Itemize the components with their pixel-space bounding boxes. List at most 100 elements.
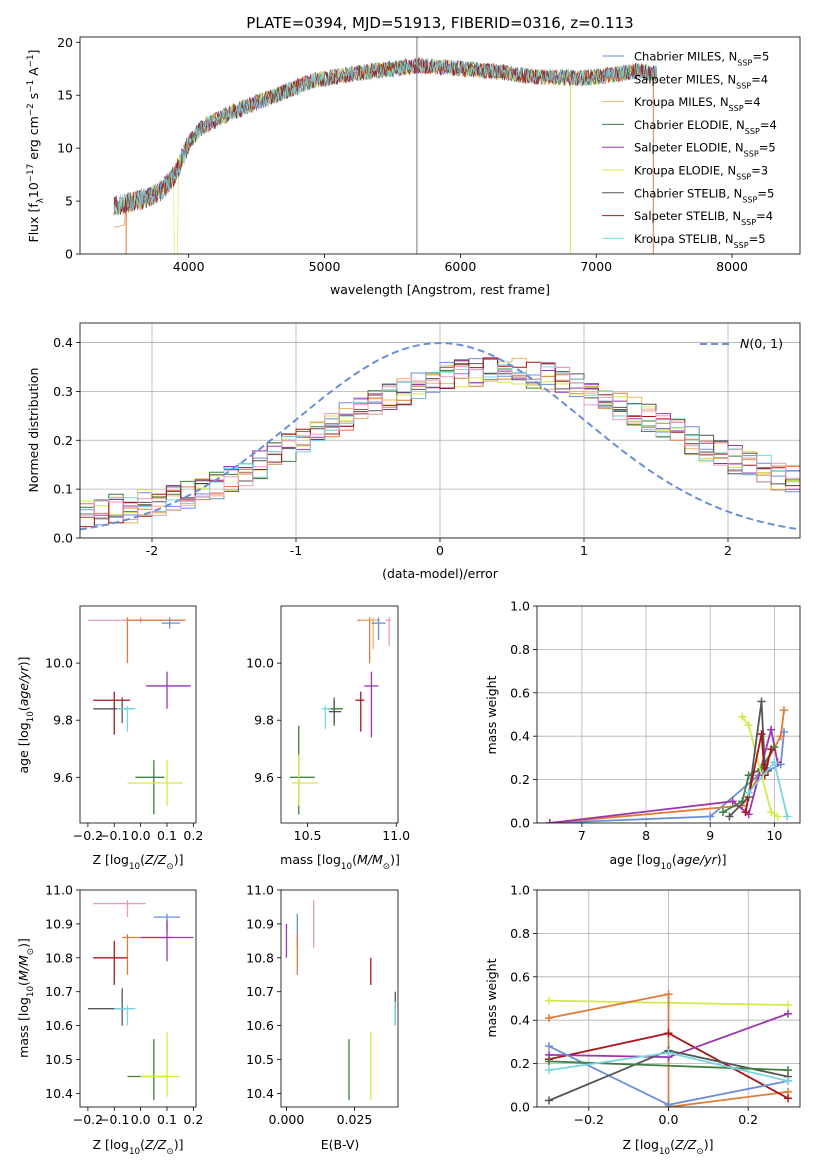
legend-label: Kroupa MILES, NSSP=4 — [634, 95, 761, 113]
y-tick-label: 1.0 — [510, 883, 530, 898]
y-axis-label: mass weight — [484, 958, 499, 1037]
x-tick-label: 7 — [578, 828, 586, 843]
plot-area — [289, 617, 391, 815]
x-tick-label: −0.1 — [99, 828, 129, 843]
x-tick-label: 11.0 — [382, 828, 410, 843]
y-tick-label: 10.0 — [246, 656, 274, 671]
x-axis-label: E(B-V) — [321, 1137, 360, 1152]
y-tick-label: 0.6 — [510, 969, 530, 984]
y-tick-label: 9.8 — [254, 713, 274, 728]
x-tick-label: 0.0 — [131, 828, 151, 843]
x-tick-label: -1 — [290, 543, 302, 558]
x-axis-label: wavelength [Angstrom, rest frame] — [330, 282, 550, 297]
x-axis-label: (data-model)/error — [382, 566, 499, 581]
y-tick-label: 10.5 — [45, 1052, 73, 1067]
x-tick-label: 10.5 — [294, 828, 322, 843]
y-tick-label: 10.6 — [45, 1018, 73, 1033]
plot-area — [537, 890, 800, 1107]
weight-line-salpeter_elodie — [549, 729, 779, 823]
y-tick-label: 9.6 — [53, 770, 73, 785]
y-tick-label: 0.2 — [510, 772, 530, 787]
y-tick-label: 10.7 — [45, 984, 73, 999]
x-axis-label: Z [log10(Z/Z⊙)] — [93, 1137, 184, 1157]
y-tick-label: 0.8 — [510, 642, 530, 657]
x-tick-label: 0 — [436, 543, 444, 558]
x-tick-label: 0.025 — [337, 1112, 373, 1127]
legend-label: N(0, 1) — [740, 336, 783, 351]
x-tick-label: 0.2 — [183, 1112, 203, 1127]
x-tick-label: 0.2 — [183, 828, 203, 843]
y-tick-label: 10.0 — [45, 656, 73, 671]
x-tick-label: 8000 — [716, 259, 748, 274]
axes-weight_vs_Z: −0.2 0.0 0.2 0.0 0.2 0.4 0.6 0.8 1.0 Z [log10(Z/Z… — [484, 883, 801, 1157]
gaussian-curve — [80, 342, 800, 531]
y-axis-label: mass weight — [484, 675, 499, 754]
legend-label: Kroupa STELIB, NSSP=5 — [634, 232, 766, 250]
y-tick-label: 0.3 — [53, 384, 73, 399]
x-tick-label: 0.1 — [157, 1112, 177, 1127]
x-tick-label: 6000 — [444, 259, 476, 274]
y-tick-label: 0.4 — [510, 729, 530, 744]
plot-area — [537, 606, 800, 823]
y-tick-label: 10.5 — [246, 1052, 274, 1067]
axes-frame — [79, 605, 197, 824]
spectrum-line-kroupa_elodie — [113, 58, 658, 254]
axes-age_vs_Z: −0.2−0.1 0.0 0.1 0.2 9.6 9.8 10.0 Z [log10(Z/Z⊙… — [16, 605, 203, 872]
axes-frame — [79, 889, 197, 1108]
histogram-step-kroupa_stelib — [80, 364, 800, 512]
y-tick-label: 11.0 — [45, 883, 73, 898]
x-tick-label: −0.2 — [73, 1112, 103, 1127]
x-tick-label: 8 — [642, 828, 650, 843]
x-tick-label: 0.1 — [157, 828, 177, 843]
y-tick-label: 0.8 — [510, 926, 530, 941]
x-tick-label: 2 — [724, 543, 732, 558]
weight-line-salpeter_stelib — [744, 733, 772, 813]
y-tick-label: 0.6 — [510, 685, 530, 700]
y-tick-label: 11.0 — [246, 883, 274, 898]
y-tick-label: 0.0 — [53, 531, 73, 546]
y-axis-label: Flux [fλ10−17 erg cm−2 s−1 A−1] — [26, 50, 46, 243]
y-tick-label: 9.8 — [53, 713, 73, 728]
x-tick-label: 1 — [580, 543, 588, 558]
axes-age_vs_mass: 10.5 11.0 9.6 9.8 10.0 mass [log10(M/M⊙)] — [246, 605, 410, 872]
axes-mass_vs_Z: −0.2−0.1 0.0 0.1 0.2 10.4 10.5 10.6 10.7 10.8 10.… — [16, 883, 203, 1158]
legend-label: Salpeter ELODIE, NSSP=5 — [634, 141, 776, 159]
y-tick-label: 10.4 — [246, 1086, 274, 1101]
y-tick-label: 15 — [57, 88, 73, 103]
y-tick-label: 0.0 — [510, 816, 530, 831]
x-tick-label: -2 — [146, 543, 158, 558]
plot-area — [87, 900, 194, 1101]
axes-frame — [280, 889, 399, 1108]
y-axis-label: mass [log10(M/M⊙)] — [16, 938, 36, 1058]
y-tick-label: 10.6 — [246, 1018, 274, 1033]
x-axis-label: Z [log10(Z/Z⊙)] — [93, 852, 184, 872]
y-tick-label: 10 — [57, 141, 73, 156]
weight-line-kroupa_elodie — [741, 716, 779, 818]
x-tick-label: 5000 — [309, 259, 341, 274]
legend-label: Salpeter MILES, NSSP=4 — [634, 72, 768, 90]
histogram-step-pink — [80, 361, 800, 520]
y-tick-label: 0.4 — [510, 1013, 530, 1028]
y-tick-label: 5 — [65, 194, 73, 209]
legend-label: Chabrier ELODIE, NSSP=4 — [634, 118, 777, 136]
plot-area — [80, 323, 800, 538]
axes-frame — [280, 605, 399, 824]
y-tick-label: 20 — [57, 35, 73, 50]
y-tick-label: 10.8 — [45, 950, 73, 965]
x-tick-label: 10 — [766, 828, 782, 843]
y-tick-label: 10.9 — [246, 916, 274, 931]
x-axis-label: Z [log10(Z/Z⊙)] — [623, 1137, 714, 1157]
legend-label: Chabrier STELIB, NSSP=5 — [634, 186, 774, 204]
plot-area — [285, 900, 396, 1101]
x-tick-label: 0.2 — [738, 1112, 758, 1127]
y-tick-label: 10.9 — [45, 916, 73, 931]
axes-frame — [79, 36, 801, 255]
y-tick-label: 0.4 — [53, 335, 73, 350]
y-tick-label: 10.8 — [246, 950, 274, 965]
y-tick-label: 0.2 — [53, 433, 73, 448]
axes-histogram: -2 -1 0 1 2 0.0 0.1 0.2 0.3 0.4 N(0, 1) (data-model… — [26, 322, 801, 581]
axes-spectrum: 4000 5000 6000 7000 8000 0 5 10 15 20 Chabrier MIL… — [26, 14, 801, 297]
y-tick-label: 0 — [65, 247, 73, 262]
spectrum-line-kroupa_stelib — [113, 56, 658, 217]
